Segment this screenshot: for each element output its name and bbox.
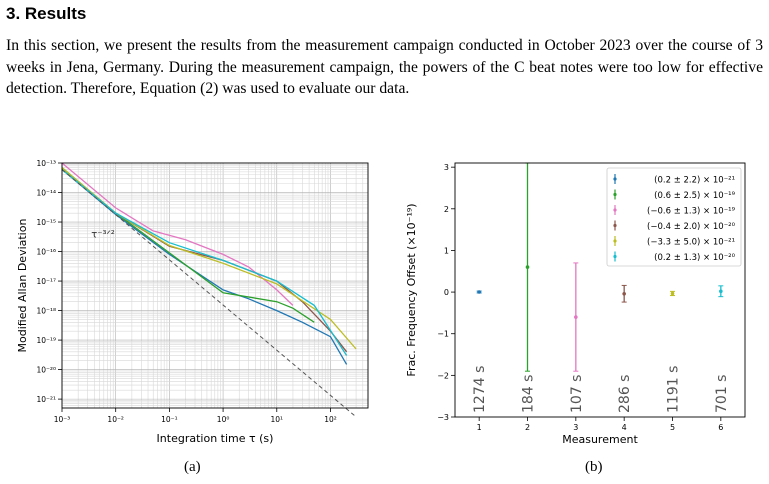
y-tick-label: 10⁻¹⁴ (36, 189, 56, 198)
series-line-6 (61, 168, 348, 356)
y-axis-label: Frac. Frequency Offset (×10⁻¹⁹) (405, 203, 418, 376)
legend-box (606, 167, 742, 267)
x-tick-label: 4 (622, 423, 627, 432)
x-axis-label: Measurement (562, 433, 638, 446)
y-tick-label: 0 (444, 288, 449, 297)
legend-dot-2 (613, 192, 617, 197)
x-tick-label: 10² (324, 415, 337, 424)
y-tick-label: 3 (444, 163, 449, 172)
y-tick-label: −3 (437, 413, 449, 422)
legend-label-2: (0.6 ± 2.5) × 10⁻¹⁹ (654, 191, 735, 201)
legend-dot-3 (613, 208, 617, 212)
data-point-1 (477, 290, 481, 294)
x-tick-label: 2 (525, 423, 530, 432)
y-tick-label: 10⁻²⁰ (36, 366, 56, 375)
legend-label-5: (−3.3 ± 5.0) × 10⁻²¹ (647, 238, 735, 248)
data-point-2 (525, 265, 530, 269)
frequency-offset-chart: 1274 s 184 s 107 s 286 s 1191 s 701 s 1 2 3 4 5 6 −3… (405, 162, 746, 446)
allan-deviation-chart: 10⁻³ 10⁻² 10⁻¹ 10⁰ 10¹ 10² 10⁻²¹ 10⁻²⁰ 10⁻¹⁹ 10⁻¹… (16, 159, 369, 445)
caption-a: (a) (184, 459, 201, 475)
x-tick-label: 3 (573, 423, 578, 432)
legend-label-6: (0.2 ± 1.3) × 10⁻²⁰ (654, 253, 735, 263)
y-tick-label: 2 (444, 205, 449, 214)
data-point-4 (622, 291, 626, 296)
x-tick-label: 10⁰ (217, 415, 230, 424)
section-paragraph: In this section, we present the results … (6, 37, 763, 98)
y-tick-label: 10⁻¹³ (36, 160, 56, 168)
figure-a: 10⁻³ 10⁻² 10⁻¹ 10⁰ 10¹ 10² 10⁻²¹ 10⁻²⁰ 10⁻¹⁹ 10⁻¹… (0, 159, 380, 455)
section-heading: 3. Results (6, 4, 87, 23)
y-tick-label: 10⁻¹⁶ (36, 248, 56, 257)
y-tick-label: 10⁻¹⁸ (36, 307, 56, 316)
x-tick-label: 10⁻² (107, 415, 124, 424)
x-tick-label: 10⁻³ (54, 415, 71, 424)
y-tick-label: −2 (437, 371, 449, 380)
x-tick-label: 10¹ (270, 415, 283, 424)
caption-b: (b) (585, 459, 603, 475)
x-tick-label: 1 (477, 423, 482, 432)
legend-label-1: (0.2 ± 2.2) × 10⁻²¹ (654, 176, 735, 186)
duration-label-2: 184 s (521, 375, 537, 413)
y-tick-label: 10⁻¹⁹ (36, 336, 56, 345)
legend: (0.2 ± 2.2) × 10⁻²¹ (0.6 ± 2.5) × 10⁻¹⁹ (−… (606, 167, 742, 267)
duration-label-1: 1274 s (472, 366, 488, 413)
duration-label-5: 1191 s (666, 366, 682, 413)
y-tick-label: −1 (437, 330, 449, 339)
legend-label-4: (−0.4 ± 2.0) × 10⁻²⁰ (647, 222, 736, 232)
legend-dot-1 (613, 177, 617, 181)
data-point-3 (574, 315, 578, 319)
legend-dot-6 (613, 254, 617, 259)
duration-label-3: 107 s (569, 375, 585, 413)
reference-slope-line (61, 169, 357, 418)
y-tick-label: 10⁻¹⁷ (36, 277, 56, 286)
data-point-5 (670, 291, 675, 296)
series-line-2 (61, 167, 315, 323)
plot-frame (454, 162, 746, 418)
slope-annotation: τ⁻³ᐟ² (91, 229, 115, 240)
x-tick-label: 10⁻¹ (161, 415, 178, 424)
y-tick-label: 10⁻¹⁵ (36, 218, 56, 227)
x-tick-label: 6 (718, 423, 723, 432)
legend-dot-4 (613, 223, 617, 228)
data-point-6 (719, 289, 723, 294)
legend-label-3: (−0.6 ± 1.3) × 10⁻¹⁹ (647, 207, 736, 217)
x-tick-label: 5 (670, 423, 675, 432)
y-axis-label: Modified Allan Deviation (16, 219, 29, 353)
figure-b: 1274 s 184 s 107 s 286 s 1191 s 701 s 1 2 3 4 5 6 −3… (385, 160, 769, 455)
y-tick-label: 1 (444, 246, 449, 255)
duration-label-6: 701 s (714, 375, 730, 413)
legend-dot-5 (613, 239, 617, 243)
y-tick-label: 10⁻²¹ (36, 395, 56, 404)
duration-label-4: 286 s (617, 375, 633, 413)
plot-frame (61, 162, 369, 409)
series-line-1 (61, 169, 348, 365)
x-axis-label: Integration time τ (s) (157, 432, 274, 445)
series-line-3 (61, 162, 294, 306)
